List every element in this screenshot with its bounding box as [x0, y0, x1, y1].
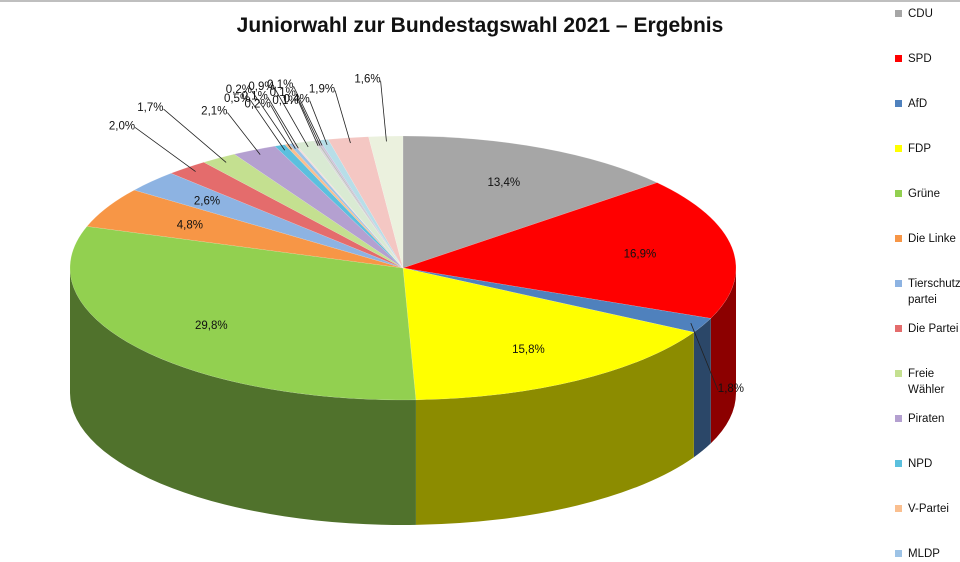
slice-label-mldp: 0,2% [244, 98, 270, 110]
pie-slice-freie-wähler [203, 153, 404, 269]
leader-line-20 [380, 80, 387, 142]
pie-side-layer [70, 268, 736, 525]
slice-label-grüne: 29,8% [195, 320, 228, 332]
pie-slice-grüne [69, 226, 417, 401]
slice-label-die-linke: 4,8% [177, 219, 203, 231]
leader-line-11 [251, 90, 292, 150]
slice-label-die-partei: 2,0% [109, 121, 135, 133]
pie-slice-tierschutzpartei [133, 173, 404, 269]
slice-label-spd: 16,9% [624, 248, 657, 260]
pie-slice-die-partei [170, 161, 404, 269]
slice-label-slice-20: 1,6% [354, 74, 380, 86]
leader-line-17 [293, 85, 323, 146]
slice-labels: 13,4% 16,9% 1,8% 15,8% 29,8% 4,8% 2,6% 2,0%1,7%… [109, 74, 744, 395]
leader-line-19 [334, 90, 351, 144]
slice-label-slice-15: 0,1% [272, 95, 298, 107]
slice-label-tierschutzpartei: 2,6% [194, 195, 220, 207]
pie-slice-fdp [402, 267, 695, 401]
leader-line-10 [249, 99, 286, 151]
slice-label-v-partei: 0,2% [226, 84, 252, 96]
pie-side-afd [693, 318, 711, 458]
slice-label-slice-16: 0,1% [270, 87, 296, 99]
leader-line-16 [295, 93, 321, 146]
pie-side-spd [710, 268, 736, 444]
pie-top-layer [69, 135, 737, 401]
leader-line-12 [270, 105, 296, 149]
leader-line-9 [227, 112, 261, 155]
leader-line-2 [690, 322, 719, 391]
leader-line-7 [134, 127, 196, 172]
pie-side-fdp [415, 332, 694, 525]
pie-slice-slice-19 [327, 136, 404, 269]
slice-label-fdp: 15,8% [512, 344, 545, 356]
pie-slice-cdu [402, 135, 658, 269]
pie-slice-afd [402, 267, 712, 333]
top-rule [0, 0, 960, 2]
slice-label-piraten: 2,1% [201, 106, 227, 118]
slice-label-afd: 1,8% [718, 383, 744, 395]
pie-slice-piraten [233, 145, 404, 269]
leader-line-18 [309, 100, 328, 146]
pie-slice-npd [274, 144, 404, 269]
slice-label-slice-17: 0,1% [267, 79, 293, 91]
pie-slice-spd [402, 182, 737, 319]
pie-side-grüne [70, 268, 416, 525]
leader-line-8 [163, 108, 227, 163]
slice-label-freie-wähler: 1,7% [137, 102, 163, 114]
pie-slice-mldp [288, 143, 404, 269]
slice-label-npd: 0,5% [224, 93, 250, 105]
slice-label-slice-14: 0,9% [248, 81, 274, 93]
leader-line-14 [274, 87, 309, 148]
pie-slice-v-partei [284, 143, 404, 269]
slice-label-slice-18: 0,4% [283, 94, 309, 106]
pie-slice-die-linke [86, 189, 404, 269]
leader-line-13 [267, 97, 299, 149]
leader-lines [134, 80, 719, 391]
slice-label-slice-19: 1,9% [309, 84, 335, 96]
slice-label-slice-13: 0,1% [242, 90, 268, 102]
leader-line-15 [298, 101, 319, 146]
chart-title: Juniorwahl zur Bundestagswahl 2021 – Erg… [236, 14, 724, 37]
slice-label-cdu: 13,4% [487, 177, 520, 189]
